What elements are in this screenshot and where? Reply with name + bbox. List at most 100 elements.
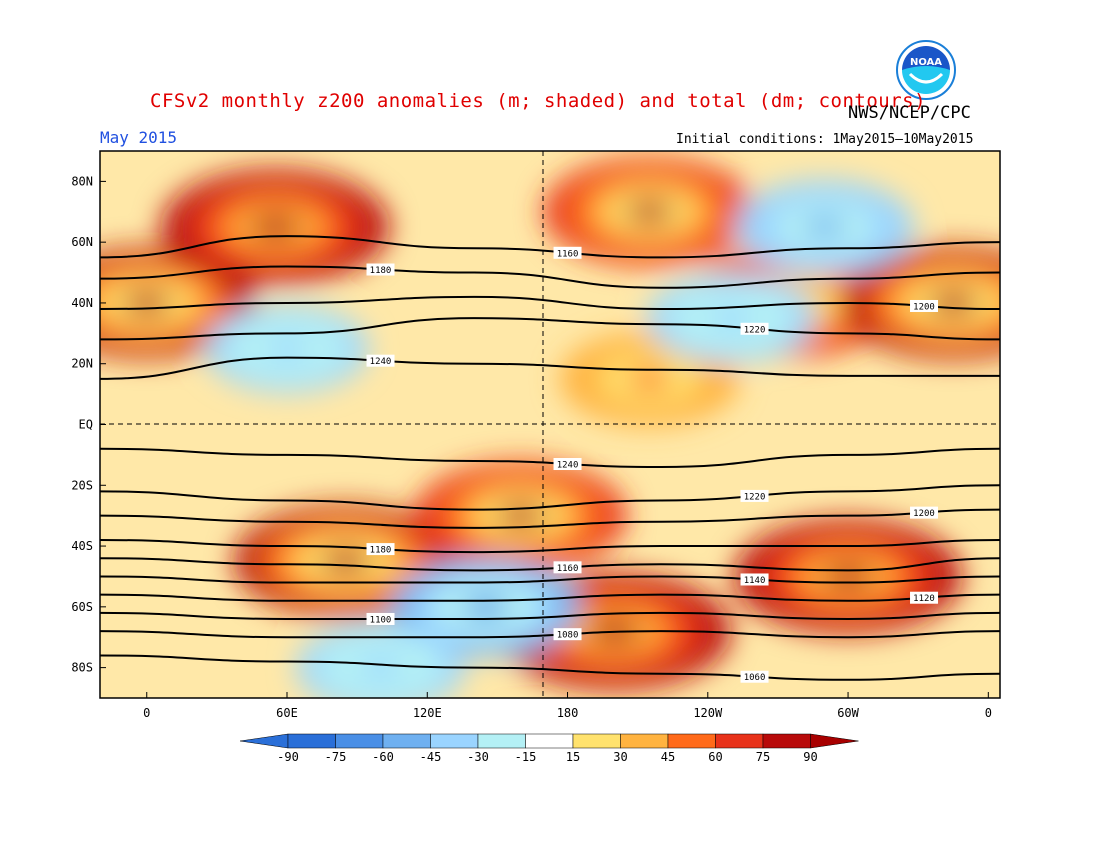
colorbar-segment-1	[335, 733, 384, 749]
lat-label-5: 20S	[71, 478, 93, 492]
lat-label-8: 80S	[71, 661, 93, 675]
anomaly-center-12	[296, 622, 465, 698]
lat-label-7: 60S	[71, 600, 93, 614]
contour-label-5: 1160	[553, 246, 582, 259]
lat-label-2: 40N	[71, 296, 93, 310]
contour-line-3	[100, 295, 1000, 311]
agency-label: NWS/NCEP/CPC	[848, 103, 971, 123]
colorbar-arrow-left	[239, 733, 289, 749]
contour-label-6: 1220	[740, 489, 769, 502]
svg-text:1060: 1060	[744, 673, 766, 683]
contour-label-13: 1080	[553, 628, 582, 641]
noaa-logo: NOAA	[896, 40, 956, 104]
anomaly-center-13	[205, 304, 369, 393]
contour-label-10: 1140	[740, 573, 769, 586]
initial-conditions-label: Initial conditions: 1May2015–10May2015	[676, 132, 974, 147]
colorbar-label-1: -75	[325, 750, 347, 764]
colorbar-label-7: 30	[613, 750, 627, 764]
lon-label-6: 0	[985, 706, 992, 720]
colorbar-segment-0	[287, 733, 336, 749]
reference-lines	[100, 151, 1000, 698]
colorbar-label-9: 60	[708, 750, 722, 764]
anomaly-center-3	[415, 461, 627, 570]
contour-label-4: 1180	[366, 263, 395, 276]
lon-label-5: 60W	[837, 706, 859, 720]
svg-text:1080: 1080	[557, 631, 579, 641]
svg-text:1100: 1100	[370, 615, 392, 625]
anomaly-center-0	[161, 169, 389, 285]
latitude-axis: 80N 60N 40N 20N EQ 20S 40S 60S 80S	[71, 174, 106, 675]
svg-text:1140: 1140	[744, 576, 766, 586]
colorbar-label-2: -60	[372, 750, 394, 764]
contour-label-0: 1240	[366, 354, 395, 367]
anomaly-center-5	[734, 519, 962, 634]
colorbar-label-10: 75	[756, 750, 770, 764]
svg-text:1220: 1220	[744, 492, 766, 502]
contour-label-9: 1160	[553, 561, 582, 574]
lon-label-0: 0	[143, 706, 150, 720]
colorbar-label-3: -45	[420, 750, 442, 764]
lat-label-3: 20N	[71, 357, 93, 371]
longitude-axis: 0 60E 120E 180 120W 60W 0	[143, 692, 992, 720]
contour-label-14: 1060	[740, 670, 769, 683]
height-contours: 1240 1240 1220 1200 1180 1160 1220 1200 1180 1160…	[100, 235, 1000, 683]
svg-text:1180: 1180	[370, 546, 392, 556]
month-label: May 2015	[100, 128, 178, 147]
contour-label-11: 1120	[910, 591, 939, 604]
contour-line-2	[100, 317, 1000, 341]
colorbar-label-6: 15	[566, 750, 580, 764]
lat-label-0: 80N	[71, 174, 93, 188]
svg-text:1120: 1120	[913, 594, 935, 604]
colorbar-label-11: 90	[803, 750, 817, 764]
contour-line-0	[100, 356, 1000, 380]
lon-label-1: 60E	[276, 706, 298, 720]
contour-line-4	[100, 265, 1000, 289]
lon-label-2: 120E	[413, 706, 442, 720]
colorbar-segment-8	[667, 733, 716, 749]
contour-line-10	[100, 575, 1000, 584]
svg-text:1200: 1200	[913, 302, 935, 312]
colorbar-segment-2	[382, 733, 431, 749]
chart-title: CFSv2 monthly z200 anomalies (m; shaded)…	[150, 90, 927, 112]
svg-text:1160: 1160	[557, 249, 579, 259]
contour-line-8	[100, 538, 1000, 554]
colorbar-segment-4	[477, 733, 526, 749]
svg-text:1160: 1160	[557, 564, 579, 574]
svg-text:1240: 1240	[557, 461, 579, 471]
svg-text:1180: 1180	[370, 266, 392, 276]
colorbar-segment-3	[430, 733, 479, 749]
contour-label-7: 1200	[910, 506, 939, 519]
contour-line-6	[100, 484, 1000, 511]
anomaly-center-7	[543, 158, 755, 266]
colorbar-segment-6	[572, 733, 621, 749]
contour-label-2: 1220	[740, 322, 769, 335]
contour-line-12	[100, 611, 1000, 620]
svg-text:1240: 1240	[370, 357, 392, 367]
lon-label-3: 180	[557, 706, 579, 720]
colorbar-label-8: 45	[661, 750, 675, 764]
contour-label-3: 1200	[910, 299, 939, 312]
svg-text:1220: 1220	[744, 325, 766, 335]
contour-line-7	[100, 508, 1000, 529]
contour-label-12: 1100	[366, 612, 395, 625]
lat-label-4: EQ	[79, 418, 93, 432]
lat-label-6: 40S	[71, 539, 93, 553]
colorbar: -90 -75 -60 -45 -30 -15 15 30 45 60 75 90	[239, 733, 859, 764]
contour-label-8: 1180	[366, 543, 395, 556]
colorbar-segment-5	[525, 733, 574, 749]
anomaly-center-10	[735, 179, 915, 274]
svg-text:NOAA: NOAA	[910, 57, 942, 68]
colorbar-label-4: -30	[467, 750, 489, 764]
lat-label-1: 60N	[71, 235, 93, 249]
colorbar-segment-10	[762, 733, 811, 749]
colorbar-arrow-right	[810, 733, 859, 749]
colorbar-segment-9	[715, 733, 764, 749]
colorbar-label-5: -15	[515, 750, 537, 764]
colorbar-label-0: -90	[277, 750, 299, 764]
contour-line-11	[100, 593, 1000, 602]
contour-label-1: 1240	[553, 458, 582, 471]
lon-label-4: 120W	[693, 706, 723, 720]
colorbar-segment-7	[620, 733, 669, 749]
svg-text:1200: 1200	[913, 509, 935, 519]
